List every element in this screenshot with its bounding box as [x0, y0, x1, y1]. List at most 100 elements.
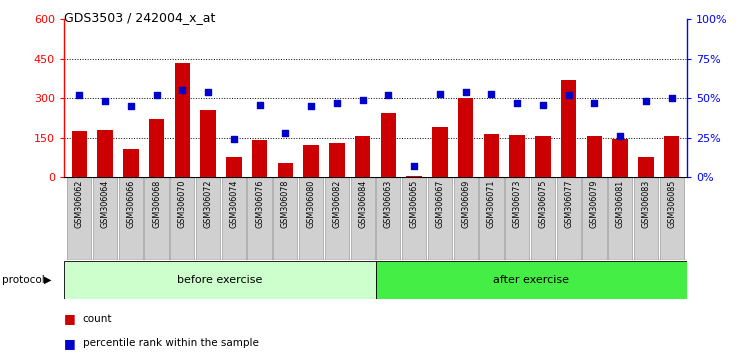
FancyBboxPatch shape	[376, 261, 687, 299]
Text: GSM306081: GSM306081	[616, 179, 625, 228]
FancyBboxPatch shape	[196, 177, 220, 260]
Text: GSM306062: GSM306062	[75, 179, 84, 228]
FancyBboxPatch shape	[582, 177, 607, 260]
Point	[434, 91, 446, 96]
FancyBboxPatch shape	[659, 177, 684, 260]
FancyBboxPatch shape	[144, 177, 169, 260]
FancyBboxPatch shape	[324, 177, 349, 260]
Point	[279, 130, 291, 136]
FancyBboxPatch shape	[67, 177, 92, 260]
Text: protocol: protocol	[2, 275, 44, 285]
Text: GSM306063: GSM306063	[384, 179, 393, 228]
Point	[357, 97, 369, 103]
Text: GSM306073: GSM306073	[513, 179, 522, 228]
Bar	[381, 113, 396, 177]
Text: ▶: ▶	[44, 275, 51, 285]
Bar	[587, 136, 602, 177]
Text: GSM306067: GSM306067	[436, 179, 445, 228]
Point	[176, 87, 189, 93]
Text: GSM306075: GSM306075	[538, 179, 547, 228]
Text: before exercise: before exercise	[177, 275, 262, 285]
Text: GSM306085: GSM306085	[667, 179, 676, 228]
FancyBboxPatch shape	[222, 177, 246, 260]
Bar	[664, 136, 680, 177]
FancyBboxPatch shape	[402, 177, 427, 260]
FancyBboxPatch shape	[351, 177, 375, 260]
Text: GSM306079: GSM306079	[590, 179, 599, 228]
FancyBboxPatch shape	[454, 177, 478, 260]
Point	[125, 103, 137, 109]
Point	[150, 92, 162, 98]
Point	[305, 103, 317, 109]
Text: ■: ■	[64, 312, 76, 325]
Bar	[149, 119, 164, 177]
Text: after exercise: after exercise	[493, 275, 569, 285]
Text: GSM306070: GSM306070	[178, 179, 187, 228]
Bar	[303, 145, 319, 177]
Point	[408, 163, 420, 169]
FancyBboxPatch shape	[608, 177, 632, 260]
Bar	[613, 139, 628, 177]
Point	[589, 100, 601, 106]
Point	[331, 100, 343, 106]
FancyBboxPatch shape	[248, 177, 272, 260]
Bar	[484, 134, 499, 177]
Point	[460, 89, 472, 95]
Text: GSM306065: GSM306065	[409, 179, 418, 228]
FancyBboxPatch shape	[531, 177, 555, 260]
Point	[74, 92, 86, 98]
Text: GSM306082: GSM306082	[333, 179, 342, 228]
Text: GSM306078: GSM306078	[281, 179, 290, 228]
FancyBboxPatch shape	[556, 177, 581, 260]
Text: ■: ■	[64, 337, 76, 350]
Text: GSM306080: GSM306080	[306, 179, 315, 228]
Text: GDS3503 / 242004_x_at: GDS3503 / 242004_x_at	[64, 11, 216, 24]
Point	[202, 89, 214, 95]
Point	[665, 95, 677, 101]
FancyBboxPatch shape	[634, 177, 658, 260]
Bar	[432, 127, 448, 177]
FancyBboxPatch shape	[64, 261, 376, 299]
FancyBboxPatch shape	[505, 177, 529, 260]
Bar	[174, 63, 190, 177]
Text: GSM306077: GSM306077	[564, 179, 573, 228]
FancyBboxPatch shape	[428, 177, 452, 260]
Bar	[509, 135, 525, 177]
Point	[485, 91, 497, 96]
FancyBboxPatch shape	[170, 177, 195, 260]
Text: GSM306074: GSM306074	[229, 179, 238, 228]
Bar	[123, 149, 138, 177]
Bar	[226, 157, 242, 177]
Bar	[201, 110, 216, 177]
Bar	[252, 140, 267, 177]
FancyBboxPatch shape	[299, 177, 323, 260]
Bar	[98, 130, 113, 177]
Text: GSM306083: GSM306083	[641, 179, 650, 228]
Bar	[406, 176, 422, 177]
Point	[562, 92, 575, 98]
Text: GSM306069: GSM306069	[461, 179, 470, 228]
Text: GSM306071: GSM306071	[487, 179, 496, 228]
FancyBboxPatch shape	[93, 177, 117, 260]
Text: count: count	[83, 314, 112, 324]
Text: GSM306072: GSM306072	[204, 179, 213, 228]
Text: GSM306066: GSM306066	[126, 179, 135, 228]
Point	[614, 133, 626, 139]
Bar	[355, 136, 370, 177]
Point	[382, 92, 394, 98]
Bar	[278, 162, 293, 177]
Point	[511, 100, 523, 106]
Bar	[535, 136, 550, 177]
Text: GSM306084: GSM306084	[358, 179, 367, 228]
FancyBboxPatch shape	[479, 177, 503, 260]
Bar	[638, 157, 653, 177]
Text: percentile rank within the sample: percentile rank within the sample	[83, 338, 258, 348]
Bar	[71, 131, 87, 177]
Point	[254, 102, 266, 107]
Point	[537, 102, 549, 107]
Text: GSM306064: GSM306064	[101, 179, 110, 228]
Point	[228, 136, 240, 142]
FancyBboxPatch shape	[273, 177, 297, 260]
Point	[640, 98, 652, 104]
Text: GSM306068: GSM306068	[152, 179, 161, 228]
